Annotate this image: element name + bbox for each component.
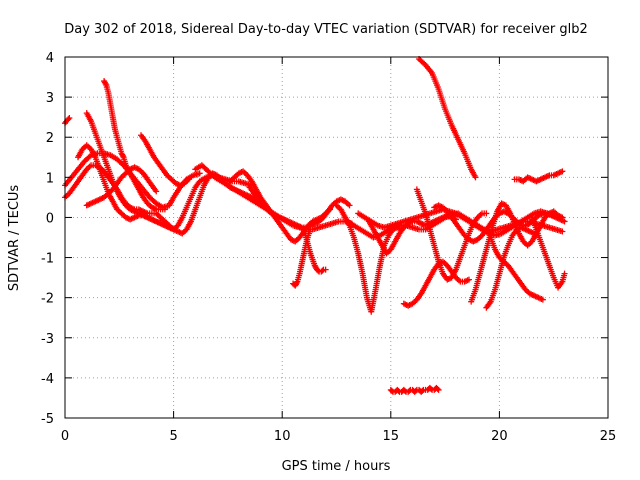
y-tick-label: 1 <box>46 171 54 186</box>
series-s25 <box>487 234 546 303</box>
series-s8 <box>138 132 192 189</box>
series-s11 <box>246 184 353 231</box>
data-point <box>102 80 109 87</box>
series-s7 <box>101 78 168 213</box>
series-s13 <box>300 226 329 275</box>
series-s5 <box>83 110 177 233</box>
data-point <box>65 116 72 123</box>
data-point <box>483 210 490 217</box>
x-axis-label: GPS time / hours <box>282 459 391 474</box>
data-point <box>559 168 566 175</box>
data-point <box>472 174 479 181</box>
series-s24 <box>483 224 538 311</box>
data-point <box>435 386 442 393</box>
axis-ticks: 0 5 10 15 20 25 -5 -4 -3 -2 -1 0 1 2 3 4 <box>41 51 616 444</box>
data-point <box>196 170 203 177</box>
data-point <box>561 218 568 225</box>
x-tick-label: 25 <box>600 429 617 444</box>
series-s21 <box>416 56 479 181</box>
data-point <box>561 270 568 277</box>
data-point <box>119 152 126 159</box>
y-tick-label: 4 <box>46 51 54 66</box>
data-markers <box>62 56 568 395</box>
y-tick-label: -1 <box>41 252 54 267</box>
data-point <box>307 226 314 233</box>
x-tick-label: 5 <box>169 429 177 444</box>
x-tick-label: 10 <box>274 429 291 444</box>
chart-title: Day 302 of 2018, Sidereal Day-to-day VTE… <box>64 22 588 37</box>
series-s18 <box>387 384 442 395</box>
data-point <box>319 267 326 274</box>
x-tick-label: 0 <box>61 429 69 444</box>
data-point <box>539 296 546 303</box>
plot-frame <box>64 56 609 419</box>
series-s12 <box>290 226 314 289</box>
data-point <box>185 176 192 183</box>
y-tick-label: 3 <box>46 91 54 106</box>
series-s27 <box>528 214 568 291</box>
x-tick-label: 20 <box>491 429 508 444</box>
grid-lines <box>65 57 608 418</box>
data-point <box>346 202 353 209</box>
data-point <box>66 114 73 121</box>
data-point <box>419 387 426 394</box>
series-s23 <box>468 200 566 305</box>
data-point <box>559 228 566 235</box>
y-tick-label: 2 <box>46 131 54 146</box>
series-s20 <box>413 186 490 283</box>
data-point <box>465 276 472 283</box>
y-tick-label: -5 <box>41 412 54 427</box>
data-point <box>322 266 329 273</box>
data-point <box>161 206 168 213</box>
y-tick-label: 0 <box>46 211 54 226</box>
series-s1 <box>62 114 73 127</box>
y-tick-label: -2 <box>41 292 54 307</box>
data-point <box>170 226 177 233</box>
x-tick-label: 15 <box>383 429 400 444</box>
y-axis-label: SDTVAR / TECUs <box>7 185 22 292</box>
y-tick-label: -3 <box>41 332 54 347</box>
data-point <box>434 385 441 392</box>
y-tick-label: -4 <box>41 372 54 387</box>
data-point <box>293 279 300 286</box>
series-s6 <box>83 164 160 209</box>
series-s26 <box>511 168 566 185</box>
data-point <box>153 188 160 195</box>
data-point <box>559 214 566 221</box>
